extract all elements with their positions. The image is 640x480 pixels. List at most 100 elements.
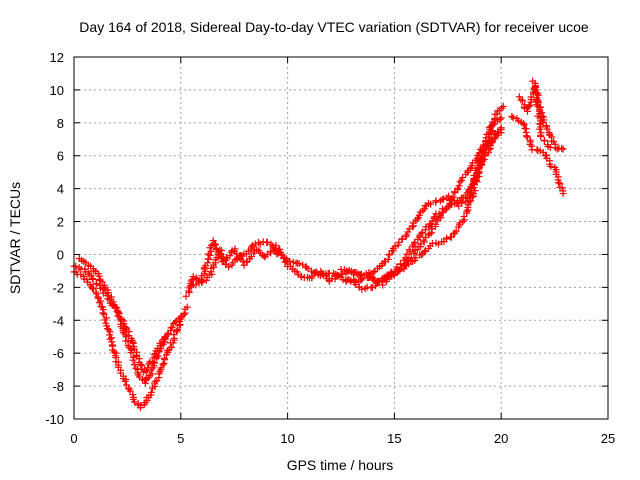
data-point bbox=[430, 214, 438, 222]
data-point bbox=[492, 133, 500, 141]
data-point bbox=[89, 275, 97, 283]
data-point bbox=[533, 101, 541, 109]
data-point bbox=[211, 240, 219, 248]
data-point bbox=[142, 367, 150, 375]
data-point bbox=[555, 179, 563, 187]
data-point bbox=[333, 271, 341, 279]
data-point bbox=[464, 201, 472, 209]
data-point bbox=[242, 258, 250, 266]
data-point bbox=[558, 144, 566, 152]
data-point bbox=[396, 260, 404, 268]
data-point bbox=[546, 144, 554, 151]
data-point bbox=[547, 162, 555, 170]
data-point bbox=[487, 123, 495, 131]
data-point bbox=[384, 255, 392, 263]
data-point bbox=[154, 352, 162, 360]
data-point bbox=[519, 97, 527, 105]
data-point bbox=[207, 247, 215, 255]
data-point bbox=[368, 283, 376, 291]
data-point bbox=[247, 243, 255, 251]
data-point bbox=[313, 268, 321, 276]
data-point bbox=[477, 161, 485, 169]
data-point bbox=[404, 228, 412, 236]
data-point bbox=[358, 275, 366, 283]
y-tick-label: -4 bbox=[52, 313, 64, 328]
y-tick-label: 6 bbox=[57, 149, 64, 164]
x-tick-label: 5 bbox=[177, 431, 184, 446]
data-point bbox=[520, 121, 528, 129]
data-point bbox=[532, 86, 540, 94]
data-point bbox=[343, 267, 351, 275]
data-point bbox=[383, 271, 391, 279]
data-point bbox=[523, 132, 531, 140]
data-point bbox=[148, 370, 156, 378]
data-point bbox=[137, 402, 145, 410]
data-point bbox=[455, 182, 463, 190]
data-point bbox=[168, 343, 176, 351]
data-point bbox=[398, 235, 406, 243]
data-point bbox=[99, 309, 107, 317]
data-point bbox=[456, 178, 464, 186]
data-point bbox=[350, 276, 358, 284]
data-point bbox=[458, 198, 466, 206]
y-tick-labels: -10 -8 -6 -4 -2 0 2 4 6 8 10 12 bbox=[45, 50, 64, 427]
data-point bbox=[388, 269, 396, 277]
data-point bbox=[159, 361, 167, 369]
y-tick-label: -2 bbox=[52, 280, 64, 295]
data-point bbox=[370, 268, 378, 276]
y-tick-label: 0 bbox=[57, 247, 64, 262]
data-point bbox=[247, 253, 255, 261]
data-point bbox=[226, 252, 234, 260]
data-point bbox=[537, 132, 545, 140]
y-tick-label: 12 bbox=[50, 50, 64, 65]
data-point bbox=[405, 246, 413, 254]
x-tick-label: 25 bbox=[601, 431, 615, 446]
data-point bbox=[452, 227, 460, 235]
data-point bbox=[212, 241, 220, 249]
data-point bbox=[456, 219, 464, 227]
data-point bbox=[395, 238, 403, 246]
data-point bbox=[127, 349, 135, 357]
data-point bbox=[471, 187, 479, 195]
data-point bbox=[463, 207, 471, 215]
data-point bbox=[558, 184, 566, 192]
y-tick-label: -10 bbox=[45, 412, 64, 427]
data-point bbox=[443, 234, 451, 242]
data-point bbox=[208, 241, 216, 249]
data-point bbox=[173, 326, 181, 334]
data-point bbox=[157, 345, 165, 353]
y-tick-label: -6 bbox=[52, 346, 64, 361]
data-point bbox=[160, 354, 168, 362]
data-point bbox=[427, 200, 435, 208]
data-point bbox=[440, 195, 448, 203]
data-point bbox=[524, 107, 532, 115]
y-axis-label: SDTVAR / TECUs bbox=[7, 182, 23, 294]
data-point bbox=[227, 248, 235, 256]
data-point bbox=[402, 233, 410, 241]
data-point bbox=[370, 275, 378, 283]
data-point bbox=[121, 377, 129, 385]
data-point bbox=[344, 268, 352, 276]
data-point bbox=[497, 125, 505, 133]
data-point bbox=[95, 272, 103, 280]
data-point bbox=[493, 110, 501, 118]
data-point bbox=[113, 304, 121, 312]
data-point bbox=[485, 136, 493, 144]
data-point bbox=[176, 321, 184, 329]
data-point bbox=[95, 299, 103, 307]
x-tick-label: 20 bbox=[494, 431, 508, 446]
data-point bbox=[92, 280, 100, 288]
data-point bbox=[559, 190, 567, 198]
data-point bbox=[396, 266, 404, 274]
data-point bbox=[119, 329, 127, 337]
data-point bbox=[295, 260, 303, 268]
x-tick-label: 15 bbox=[387, 431, 401, 446]
data-point bbox=[367, 270, 375, 278]
data-point bbox=[375, 277, 383, 285]
data-point bbox=[391, 242, 399, 250]
data-point bbox=[467, 197, 475, 205]
data-point bbox=[141, 379, 149, 387]
data-point bbox=[150, 359, 158, 367]
data-point bbox=[459, 217, 467, 225]
